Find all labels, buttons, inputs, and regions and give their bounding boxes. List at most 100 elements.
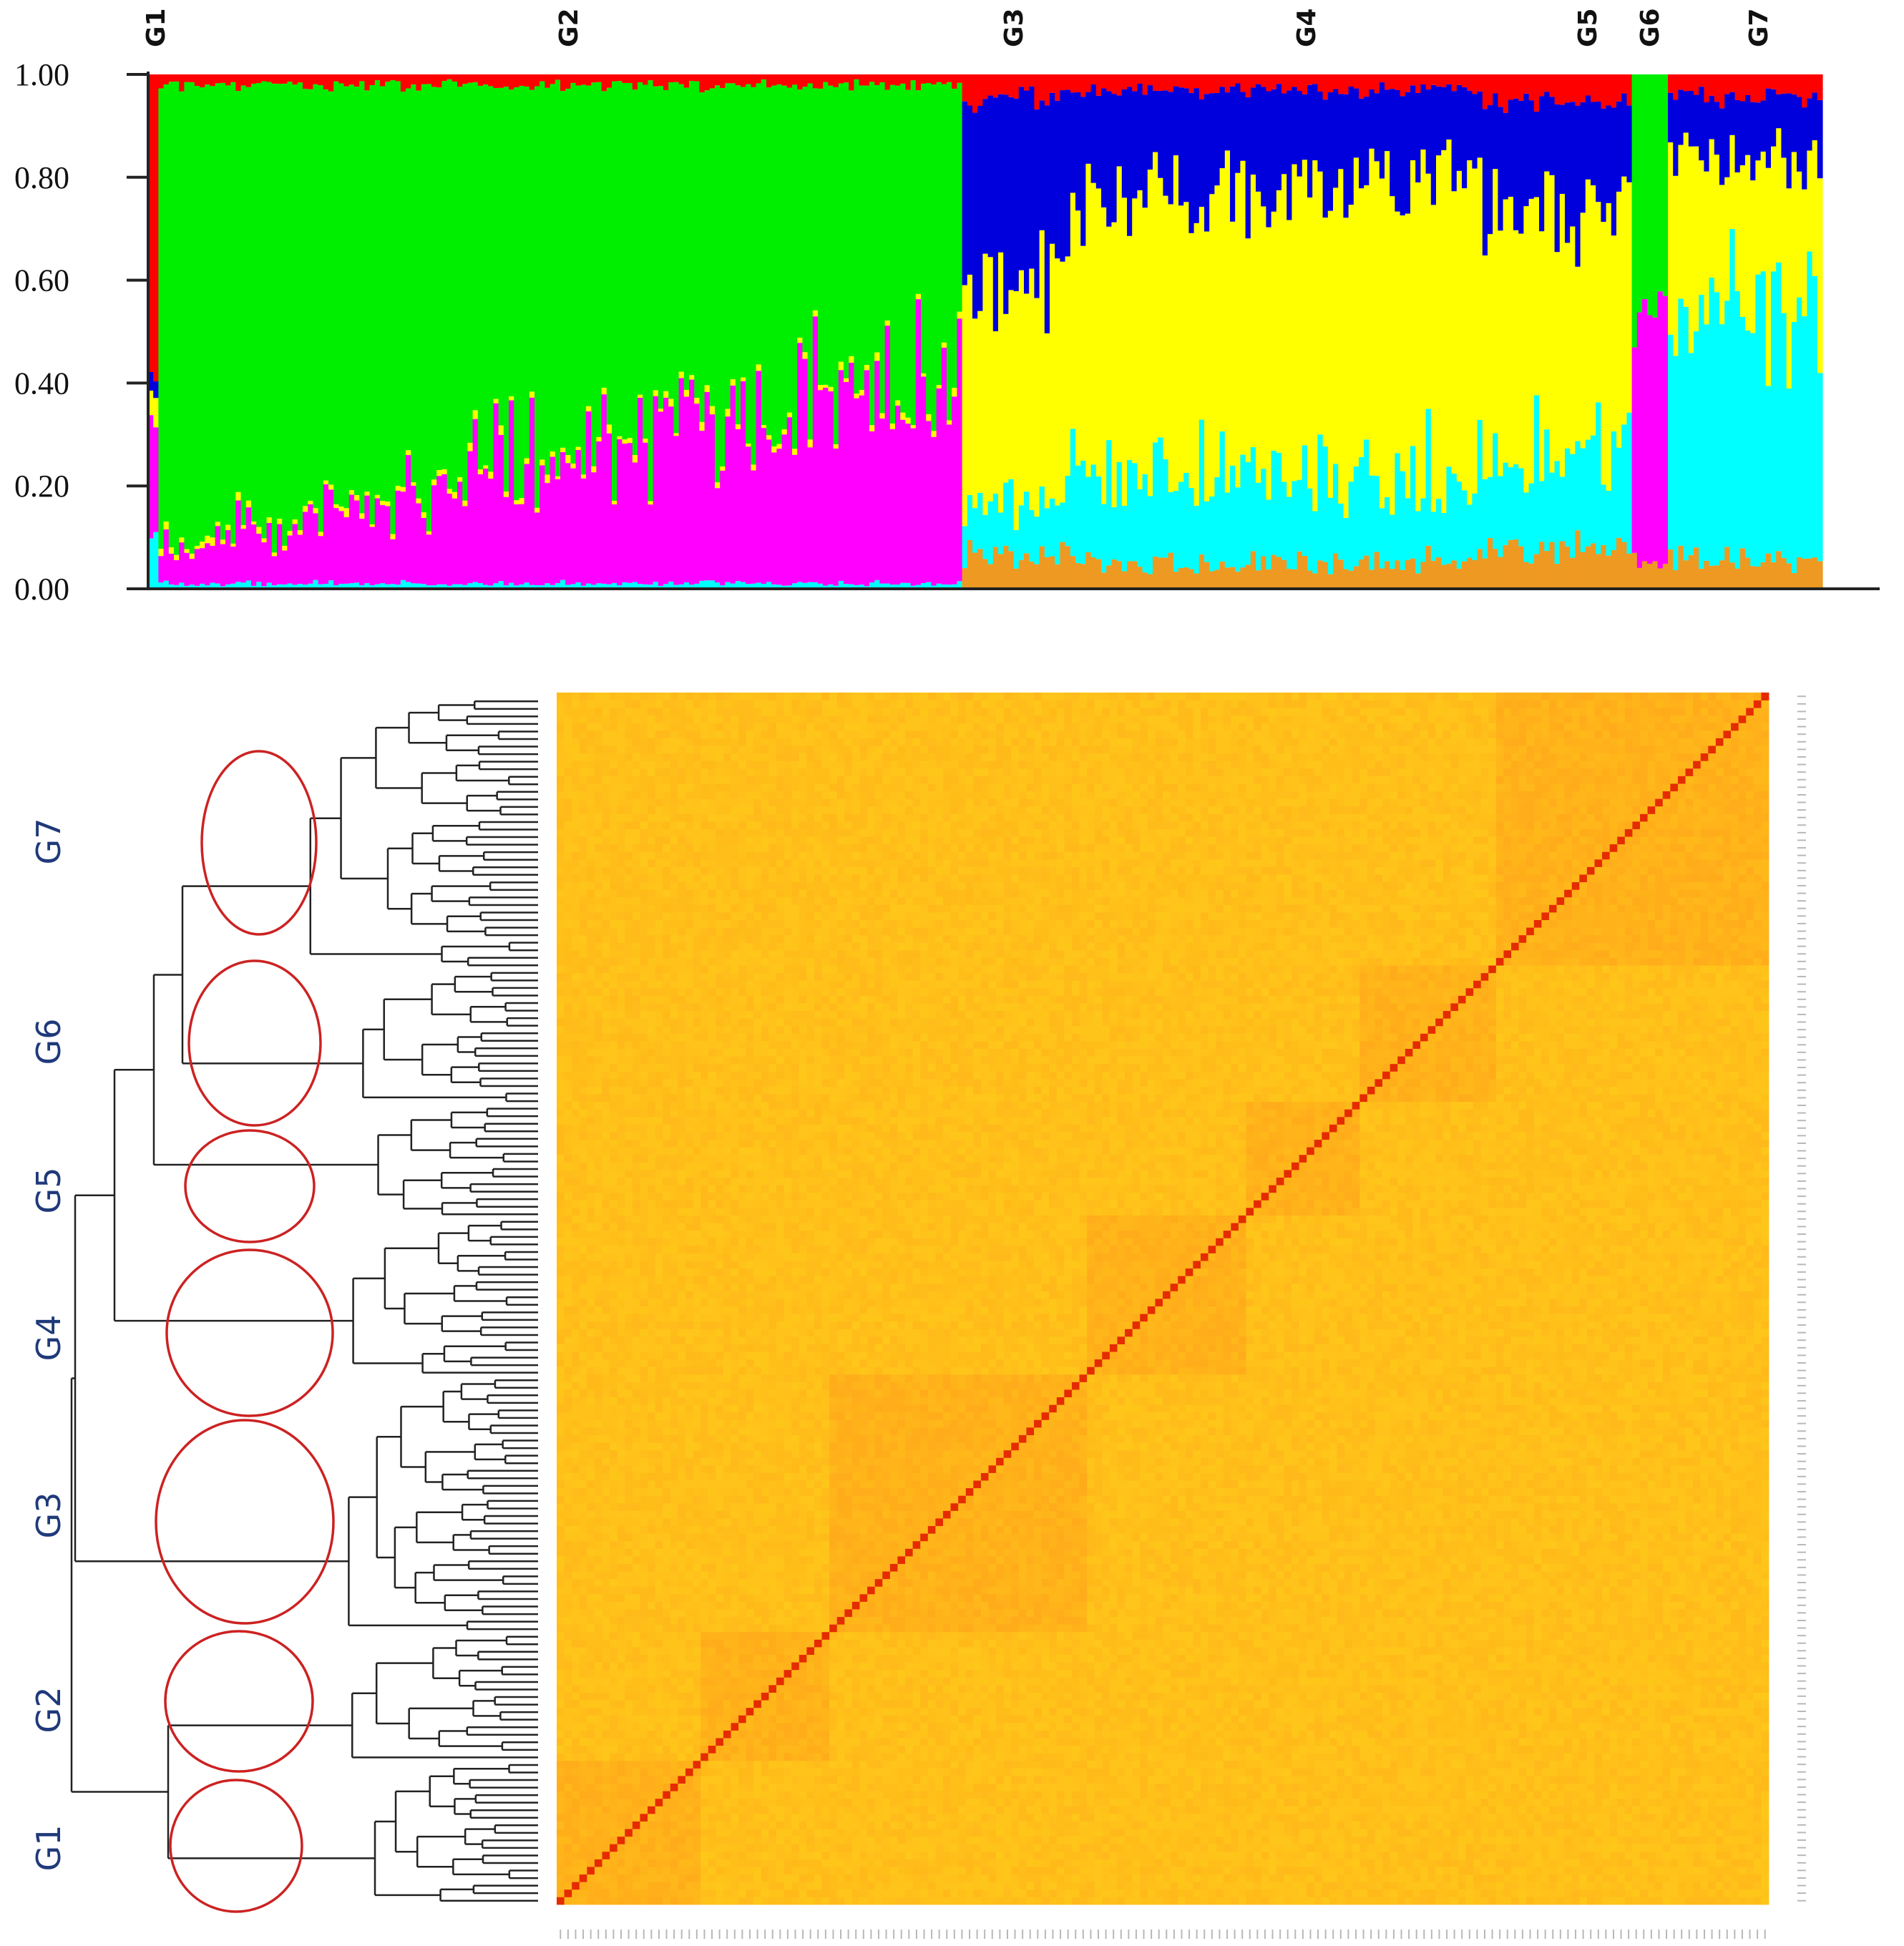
heatmap-cell	[1548, 1889, 1557, 1897]
bar-segment-magenta	[477, 474, 484, 583]
heatmap-cell	[1329, 1859, 1337, 1867]
bar-segment-yellow	[1240, 160, 1246, 455]
heatmap-cell	[1640, 1889, 1648, 1897]
heatmap-cell	[882, 1882, 891, 1890]
cluster-circle-g6	[187, 959, 322, 1127]
heatmap-cell	[1503, 1776, 1512, 1784]
heatmap-cell	[1442, 1806, 1451, 1814]
heatmap-cell	[1435, 1882, 1444, 1890]
heatmap-cell	[1715, 1851, 1724, 1859]
heatmap-cell	[905, 1897, 914, 1905]
heatmap-cell	[708, 1791, 716, 1799]
bar-segment-cyan	[668, 581, 674, 589]
heatmap-cell	[632, 1897, 640, 1905]
heatmap-cell	[572, 1867, 580, 1875]
bar-segment-blue	[1714, 102, 1720, 155]
heatmap-cell	[1465, 1867, 1474, 1875]
heatmap-cell	[1458, 1768, 1466, 1776]
cluster-circle-g7	[200, 750, 318, 936]
bar-segment-green	[781, 85, 788, 430]
heatmap-cell	[1700, 1867, 1709, 1875]
bar-segment-red	[1204, 74, 1210, 94]
heatmap-cell	[1579, 1768, 1588, 1776]
heatmap-cell	[557, 1882, 565, 1890]
heatmap-cell	[1458, 1851, 1466, 1859]
heatmap-cell	[1480, 1889, 1489, 1897]
heatmap-cell	[602, 1791, 610, 1799]
heatmap-cell	[1594, 1882, 1603, 1890]
heatmap-cell	[1526, 1791, 1535, 1799]
heatmap-cell	[1450, 1821, 1459, 1829]
heatmap-cell	[1405, 1882, 1413, 1890]
heatmap-cell	[693, 1776, 701, 1784]
heatmap-cell	[965, 1874, 974, 1882]
bar-segment-yellow	[1518, 233, 1524, 469]
bar-segment-cyan	[1601, 484, 1607, 545]
heatmap-cell	[1412, 1798, 1421, 1806]
bar-segment-yellow	[570, 463, 577, 469]
bar-segment-orange	[1559, 541, 1566, 589]
group-labels-top: G1 G2 G3 G4 G5 G6 G7	[142, 8, 1774, 47]
bar-segment-blue	[1405, 92, 1411, 214]
heatmap-cell	[1094, 1882, 1103, 1890]
heatmap-cell	[579, 1851, 587, 1859]
heatmap-cell	[836, 1867, 845, 1875]
bar-segment-red	[1302, 74, 1308, 94]
bar-segment-yellow	[905, 417, 912, 424]
heatmap-cell	[1056, 1867, 1065, 1875]
bar-segment-green	[369, 84, 376, 524]
heatmap-cell	[912, 1844, 921, 1852]
bar-segment-cyan	[509, 582, 514, 589]
heatmap-cell	[746, 1768, 754, 1776]
bar-segment-cyan	[1163, 459, 1169, 558]
heatmap-cell	[1185, 1889, 1193, 1897]
bar-segment-red	[1528, 74, 1535, 101]
heatmap-cell	[1223, 1844, 1231, 1852]
bar-segment-cyan	[601, 583, 607, 589]
bar-segment-cyan	[1724, 300, 1730, 547]
heatmap-cell	[1329, 1874, 1337, 1882]
heatmap-cell	[1556, 1882, 1565, 1890]
heatmap-cell	[1132, 1859, 1141, 1867]
heatmap-cell	[1564, 1806, 1573, 1814]
heatmap-cell	[1594, 1874, 1603, 1882]
heatmap-cell	[1140, 1829, 1148, 1837]
bar-segment-cyan	[1523, 492, 1530, 562]
bar-segment-magenta	[792, 454, 798, 584]
heatmap-cell	[1359, 1806, 1368, 1814]
bar-segment-yellow	[1013, 290, 1020, 530]
heatmap-cell	[1594, 1867, 1603, 1875]
heatmap-cell	[1541, 1867, 1550, 1875]
bar-segment-green	[509, 89, 514, 396]
bar-segment-red	[1168, 74, 1174, 92]
heatmap-cell	[685, 1874, 693, 1882]
heatmap-cell	[1715, 1798, 1724, 1806]
heatmap-cell	[723, 1889, 731, 1897]
heatmap-cell	[1708, 1798, 1717, 1806]
bar-segment-magenta	[271, 556, 278, 586]
heatmap-cell	[1064, 1813, 1073, 1822]
group-label-g5: G5	[1573, 8, 1603, 47]
heatmap-cell	[844, 1836, 853, 1844]
bar-segment-yellow	[1395, 211, 1401, 454]
heatmap-cell	[1397, 1776, 1406, 1784]
heatmap-cell	[958, 1768, 967, 1776]
heatmap-cell	[1079, 1882, 1088, 1890]
bar-segment-magenta	[338, 511, 345, 584]
heatmap-cell	[602, 1836, 610, 1844]
heatmap-cell	[746, 1806, 754, 1814]
bar-segment-blue	[1060, 90, 1066, 262]
heatmap-cell	[1291, 1844, 1299, 1852]
heatmap-cell	[1579, 1867, 1588, 1875]
heatmap-cell	[1465, 1882, 1474, 1890]
heatmap-cell	[1465, 1768, 1474, 1776]
bar-segment-magenta	[189, 559, 195, 585]
heatmap-cell	[1155, 1798, 1163, 1806]
heatmap-cell	[1079, 1776, 1088, 1784]
heatmap-cell	[1276, 1768, 1284, 1776]
heatmap-cell	[1375, 1783, 1383, 1791]
bar-segment-cyan	[1055, 505, 1060, 564]
heatmap-cell	[1571, 1851, 1580, 1859]
heatmap-cell	[1238, 1874, 1246, 1882]
heatmap-cell	[1427, 1889, 1436, 1897]
